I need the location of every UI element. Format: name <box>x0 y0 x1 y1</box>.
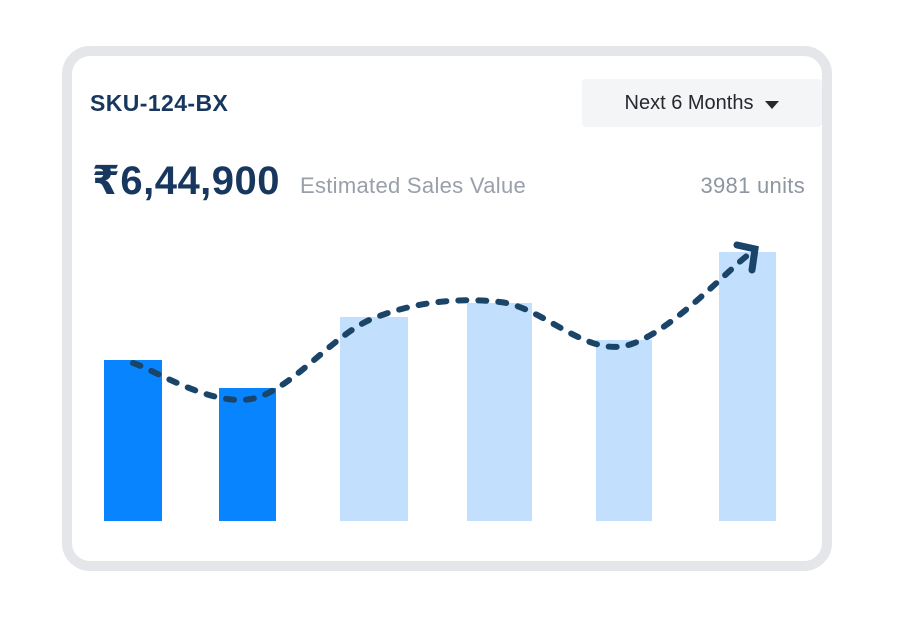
trend-arrow-icon <box>733 241 759 274</box>
forecast-bar-5 <box>596 340 652 521</box>
sku-title: SKU-124-BX <box>90 90 229 116</box>
forecast-bar-6 <box>719 252 776 521</box>
forecast-card-content: SKU-124-BX Next 6 Months ₹6,44,900 Estim… <box>72 56 822 561</box>
units-forecast: 3981 units <box>700 173 805 198</box>
estimated-sales-label: Estimated Sales Value <box>300 173 527 198</box>
trend-line <box>130 252 751 403</box>
forecast-chart <box>104 241 776 521</box>
forecast-bar-3 <box>340 317 408 521</box>
period-dropdown[interactable]: Next 6 Months <box>582 79 822 127</box>
chevron-down-icon <box>765 100 780 109</box>
forecast-bar-2 <box>219 388 276 521</box>
forecast-bar-1 <box>104 360 162 521</box>
estimated-sales-value: ₹6,44,900 <box>92 159 281 203</box>
forecast-card: SKU-124-BX Next 6 Months ₹6,44,900 Estim… <box>62 46 832 571</box>
period-dropdown-label: Next 6 Months <box>624 91 754 114</box>
forecast-bar-4 <box>467 303 532 521</box>
